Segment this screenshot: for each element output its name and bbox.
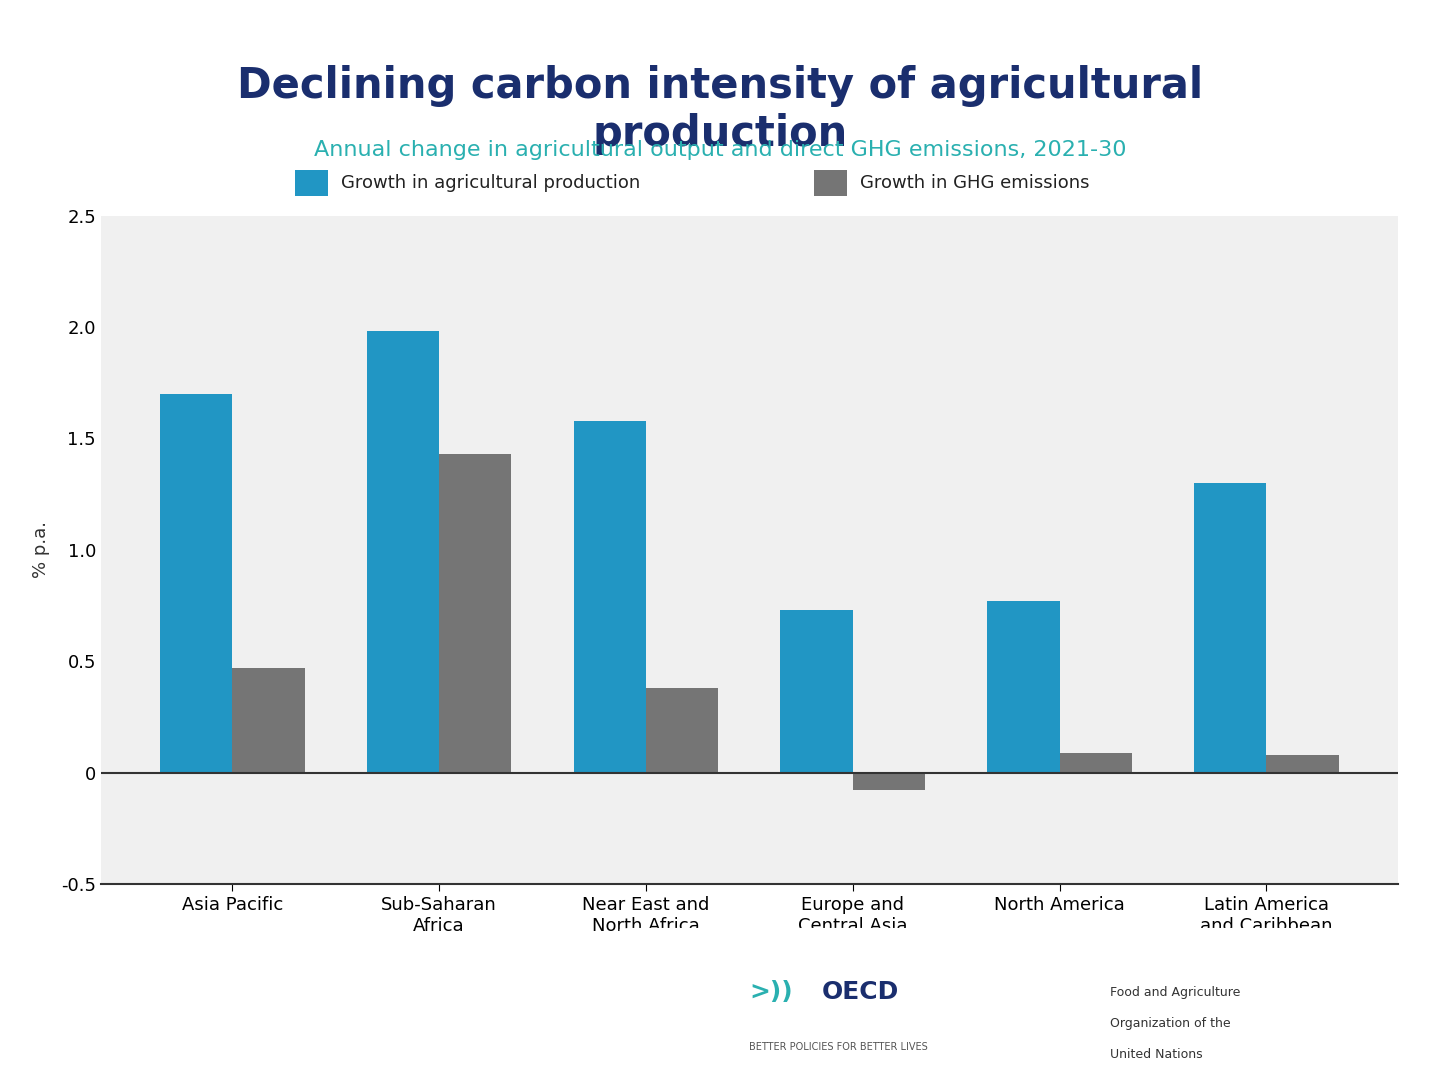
Text: Declining carbon intensity of agricultural
production: Declining carbon intensity of agricultur… [238, 65, 1203, 155]
Bar [440, 454, 512, 773]
Bar [574, 420, 646, 773]
Text: #AgOutlook: #AgOutlook [29, 1029, 147, 1049]
Bar [160, 393, 232, 773]
FancyBboxPatch shape [620, 928, 1441, 1072]
Text: United Nations: United Nations [1110, 1048, 1202, 1061]
Y-axis label: % p.a.: % p.a. [32, 522, 50, 578]
Text: Annual change in agricultural output and direct GHG emissions, 2021-30: Annual change in agricultural output and… [314, 140, 1127, 161]
Bar [232, 668, 304, 773]
Text: >)): >)) [749, 980, 793, 1004]
Bar [814, 170, 847, 196]
Bar [646, 688, 718, 773]
Bar [853, 773, 925, 790]
Bar [295, 170, 327, 196]
Bar [987, 602, 1059, 773]
Text: Food and Agriculture: Food and Agriculture [1110, 985, 1239, 998]
Text: OECD: OECD [821, 980, 899, 1004]
Bar [366, 331, 440, 773]
Text: Organization of the: Organization of the [1110, 1017, 1231, 1029]
Text: Growth in agricultural production: Growth in agricultural production [342, 175, 640, 192]
Text: BETTER POLICIES FOR BETTER LIVES: BETTER POLICIES FOR BETTER LIVES [749, 1041, 928, 1052]
Bar [1195, 483, 1267, 773]
Bar [1059, 752, 1133, 773]
Bar [781, 610, 853, 773]
Text: Growth in GHG emissions: Growth in GHG emissions [859, 175, 1089, 192]
Text: OECD-FAO Agricultural Outlook: OECD-FAO Agricultural Outlook [29, 966, 419, 986]
Bar [1267, 755, 1339, 773]
